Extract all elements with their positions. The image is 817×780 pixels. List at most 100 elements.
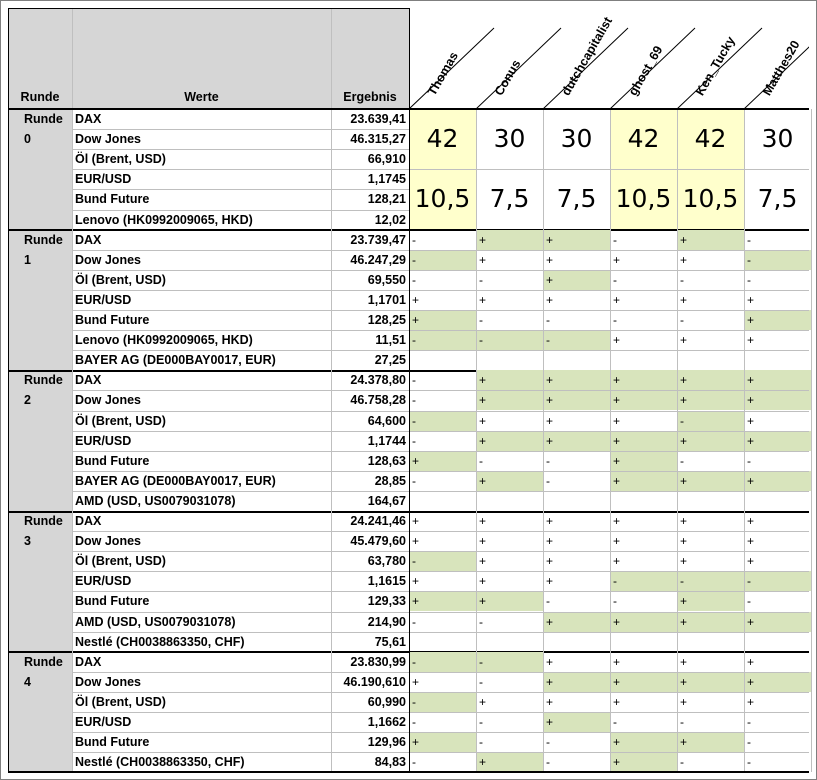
- header-ergebnis: Ergebnis: [343, 90, 397, 104]
- tip-cell: +: [479, 554, 487, 569]
- tip-cell: -: [479, 313, 483, 327]
- tip-cell: -: [677, 410, 744, 431]
- tip-cell: +: [613, 554, 621, 569]
- tip-cell: +: [610, 732, 677, 753]
- tip-cell: +: [476, 591, 543, 612]
- round-divider: [8, 510, 809, 513]
- result-value: 27,25: [374, 353, 406, 368]
- tip-cell: -: [747, 735, 751, 750]
- row-divider: [72, 310, 809, 311]
- tip-cell: +: [677, 611, 744, 632]
- result-value: 12,02: [374, 212, 406, 227]
- row-divider: [72, 571, 809, 573]
- tip-cell: -: [412, 373, 416, 388]
- round-label: Runde 2: [24, 373, 63, 408]
- result-value: 1,1701: [367, 292, 406, 307]
- col-divider: [677, 109, 678, 773]
- row-divider: [72, 430, 809, 432]
- tip-cell: +: [610, 752, 677, 773]
- value-name: DAX: [75, 514, 102, 528]
- tip-cell: +: [543, 390, 610, 411]
- tip-cell: -: [412, 272, 416, 287]
- row-divider: [72, 350, 809, 352]
- tip-cell: +: [546, 514, 554, 528]
- value-name: Öl (Brent, USD): [75, 413, 166, 428]
- tip-cell: +: [546, 694, 554, 709]
- tip-cell: -: [546, 313, 550, 327]
- tip-cell: +: [479, 694, 487, 709]
- tip-cell: -: [613, 715, 617, 729]
- header-diagonal: [743, 46, 809, 109]
- tip-cell: +: [479, 292, 487, 307]
- tip-cell: +: [543, 712, 610, 733]
- tip-cell: -: [412, 614, 416, 629]
- row-divider: [72, 490, 809, 492]
- round-label: Runde 3: [24, 514, 63, 548]
- value-name: DAX: [75, 373, 102, 388]
- tip-cell: -: [546, 755, 550, 770]
- value-name: EUR/USD: [75, 433, 132, 448]
- score-cell: 7,5: [757, 184, 798, 214]
- col-divider: [476, 109, 477, 773]
- tip-cell: -: [680, 313, 684, 327]
- result-value: 1,1745: [367, 172, 406, 187]
- tip-cell: +: [409, 732, 476, 753]
- row-divider: [72, 169, 809, 171]
- row-divider: [72, 591, 809, 593]
- tip-cell: -: [479, 453, 483, 468]
- tip-cell: +: [677, 430, 744, 451]
- tip-cell: -: [546, 473, 550, 488]
- row-divider: [72, 752, 809, 754]
- round-label: Runde 4: [24, 654, 63, 689]
- row-divider: [72, 149, 409, 151]
- tip-cell: -: [680, 755, 684, 770]
- tip-cell: -: [479, 272, 483, 287]
- value-name: Dow Jones: [75, 393, 141, 408]
- tip-cell: -: [412, 232, 416, 247]
- tip-cell: +: [546, 654, 554, 669]
- result-value: 60,990: [367, 694, 406, 709]
- result-value: 84,83: [374, 755, 406, 770]
- tip-cell: +: [543, 269, 610, 290]
- tip-cell: +: [680, 654, 688, 669]
- tip-cell: -: [476, 651, 543, 672]
- tip-cell: +: [747, 333, 755, 348]
- tip-cell: -: [479, 735, 483, 750]
- tip-cell: +: [546, 292, 554, 307]
- tip-cell: +: [747, 514, 755, 528]
- result-value: 23.739,47: [350, 232, 406, 247]
- header-diagonal: [609, 27, 696, 109]
- tip-cell: -: [409, 330, 476, 351]
- points-cell: 42: [610, 109, 677, 170]
- points-cell: 42: [677, 109, 744, 170]
- row-divider: [72, 129, 409, 131]
- tip-cell: -: [409, 651, 476, 672]
- tip-cell: +: [744, 430, 811, 451]
- col-divider: [610, 109, 611, 773]
- col-divider: [72, 8, 73, 773]
- result-value: 164,67: [367, 493, 406, 508]
- tip-cell: +: [744, 370, 811, 391]
- round-divider: [8, 369, 809, 372]
- tip-cell: -: [747, 715, 751, 729]
- value-name: Öl (Brent, USD): [75, 694, 166, 709]
- tip-cell: +: [680, 252, 688, 267]
- tip-cell: -: [613, 272, 617, 287]
- tip-cell: +: [677, 470, 744, 491]
- value-name: Dow Jones: [75, 252, 141, 267]
- tip-cell: +: [747, 694, 755, 709]
- row-divider: [72, 390, 809, 392]
- tip-cell: +: [479, 252, 487, 267]
- tip-cell: +: [412, 514, 420, 528]
- tip-cell: +: [747, 413, 755, 428]
- value-name: EUR/USD: [75, 574, 132, 589]
- row-divider: [72, 732, 809, 734]
- tip-cell: -: [677, 571, 744, 592]
- tip-cell: +: [543, 430, 610, 451]
- points-cell: 30: [493, 124, 526, 153]
- value-name: Dow Jones: [75, 674, 141, 689]
- tip-cell: +: [680, 694, 688, 709]
- tip-cell: +: [747, 292, 755, 307]
- tip-cell: -: [409, 691, 476, 712]
- tip-cell: +: [613, 413, 621, 428]
